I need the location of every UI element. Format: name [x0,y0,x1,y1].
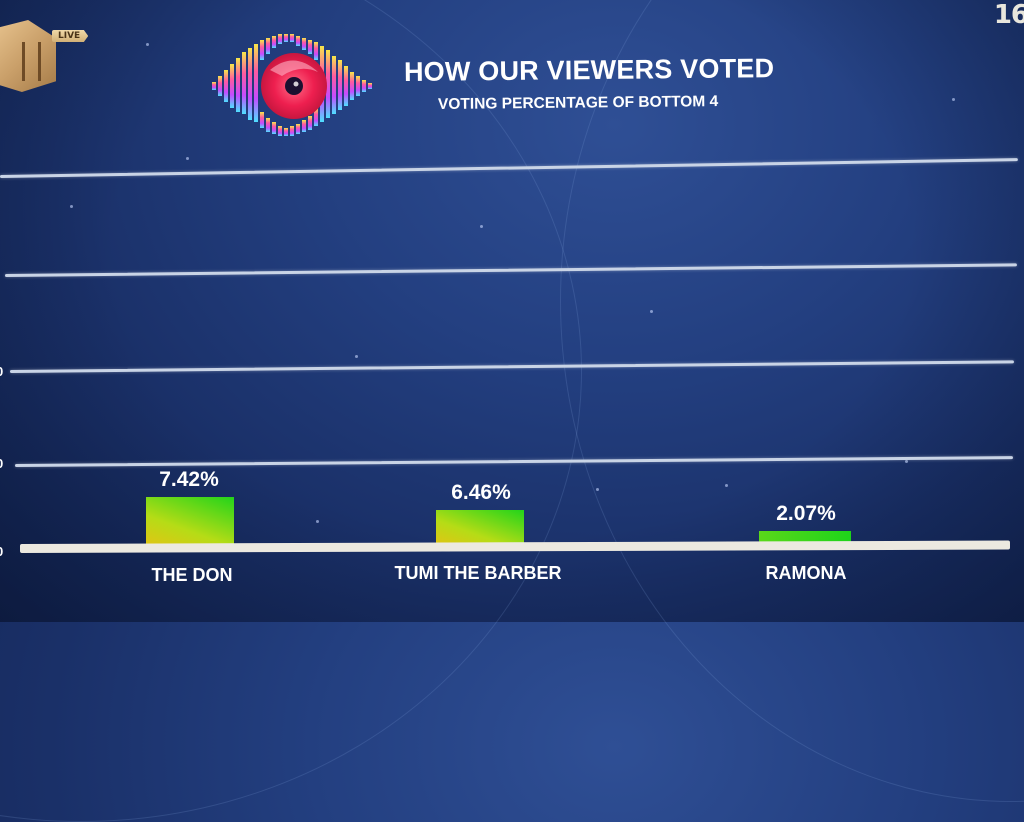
y-axis-tick: 0 [0,544,3,559]
logo-stripe [22,41,25,82]
bar-the-don [146,497,234,549]
y-axis-tick: 0 [0,364,3,379]
bar-category-label: TUMI THE BARBER [394,563,562,583]
star-decoration [186,157,189,160]
star-decoration [146,43,149,46]
chart-subtitle: VOTING PERCENTAGE OF BOTTOM 4 [437,93,719,113]
star-decoration [725,484,728,487]
big-brother-eye-icon [212,34,372,136]
bar-category-label: THE DON [151,565,233,585]
bar-value-label: 2.07% [776,502,836,525]
star-decoration [838,572,841,575]
bar-category-label: RAMONA [765,563,847,583]
star-decoration [952,98,955,101]
chart-title: HOW OUR VIEWERS VOTED [403,53,775,87]
star-decoration [480,225,483,228]
bar-value-label: 7.42% [159,468,219,491]
bar-value-label: 6.46% [451,481,511,504]
star-decoration [316,520,319,523]
logo-stripe [38,41,41,82]
star-decoration [650,310,653,313]
star-decoration [905,460,908,463]
star-decoration [70,205,73,208]
channel-number-badge: 16 [993,0,1024,30]
star-decoration [596,488,599,491]
brand-logo-icon [0,20,56,92]
live-badge: LIVE [52,30,89,42]
star-decoration [355,355,358,358]
decorative-arc [560,0,1024,802]
y-axis-tick: 0 [0,456,3,471]
